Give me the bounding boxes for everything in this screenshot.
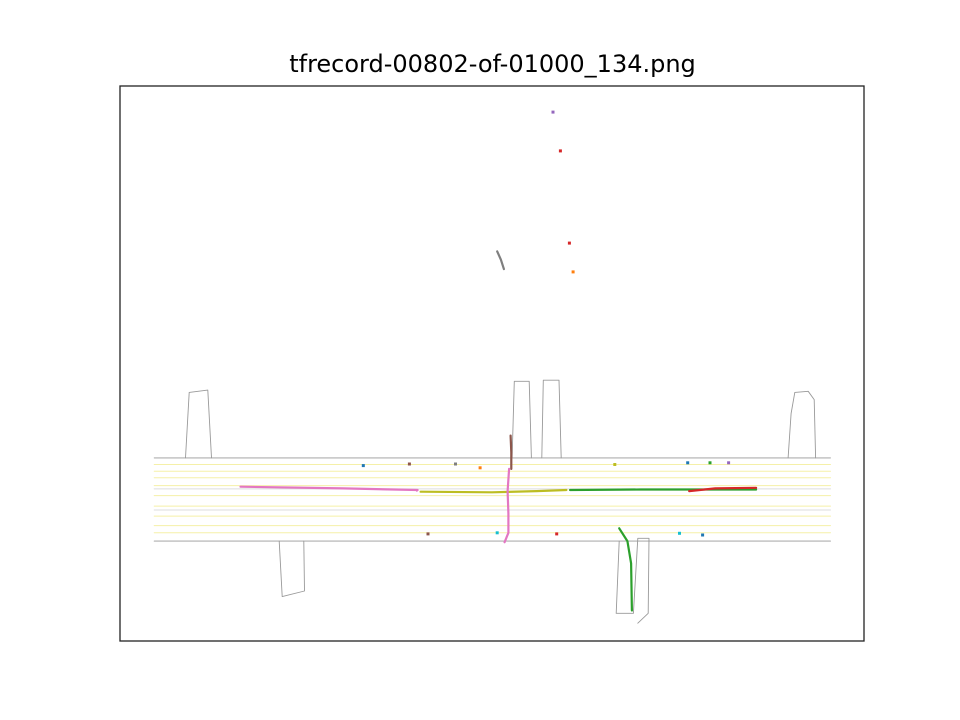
agent-point-0 bbox=[551, 110, 555, 114]
track-5 bbox=[503, 467, 511, 544]
road-edge-5 bbox=[787, 390, 817, 459]
agent-point-3 bbox=[571, 270, 575, 274]
track-layer bbox=[239, 250, 758, 612]
agent-point-15 bbox=[678, 531, 681, 535]
agent-point-10 bbox=[708, 461, 712, 465]
agent-point-1 bbox=[558, 149, 562, 153]
track-3 bbox=[688, 486, 758, 493]
map-layer bbox=[153, 379, 831, 624]
road-edge-6 bbox=[278, 540, 305, 598]
axes-frame bbox=[119, 85, 865, 642]
track-0 bbox=[239, 485, 419, 492]
agent-point-13 bbox=[495, 531, 499, 535]
track-7 bbox=[496, 250, 505, 271]
agent-point-6 bbox=[454, 462, 457, 466]
road-edge-3 bbox=[511, 380, 532, 459]
agent-point-8 bbox=[613, 463, 617, 466]
agent-point-11 bbox=[727, 461, 731, 465]
agent-point-9 bbox=[686, 461, 690, 465]
track-2 bbox=[568, 488, 758, 492]
track-6 bbox=[618, 527, 634, 612]
point-layer bbox=[361, 110, 731, 537]
agent-point-12 bbox=[426, 532, 430, 536]
track-4 bbox=[509, 434, 513, 470]
road-edge-4 bbox=[541, 379, 562, 459]
chart-title: tfrecord-00802-of-01000_134.png bbox=[289, 50, 696, 78]
agent-point-5 bbox=[407, 462, 411, 466]
agent-point-7 bbox=[478, 466, 482, 470]
road-edge-2 bbox=[185, 389, 212, 459]
agent-point-4 bbox=[361, 464, 365, 468]
agent-point-2 bbox=[567, 241, 571, 245]
agent-point-16 bbox=[701, 533, 705, 537]
agent-point-14 bbox=[555, 532, 559, 536]
track-1 bbox=[419, 488, 568, 494]
road-edge-7 bbox=[615, 537, 650, 624]
